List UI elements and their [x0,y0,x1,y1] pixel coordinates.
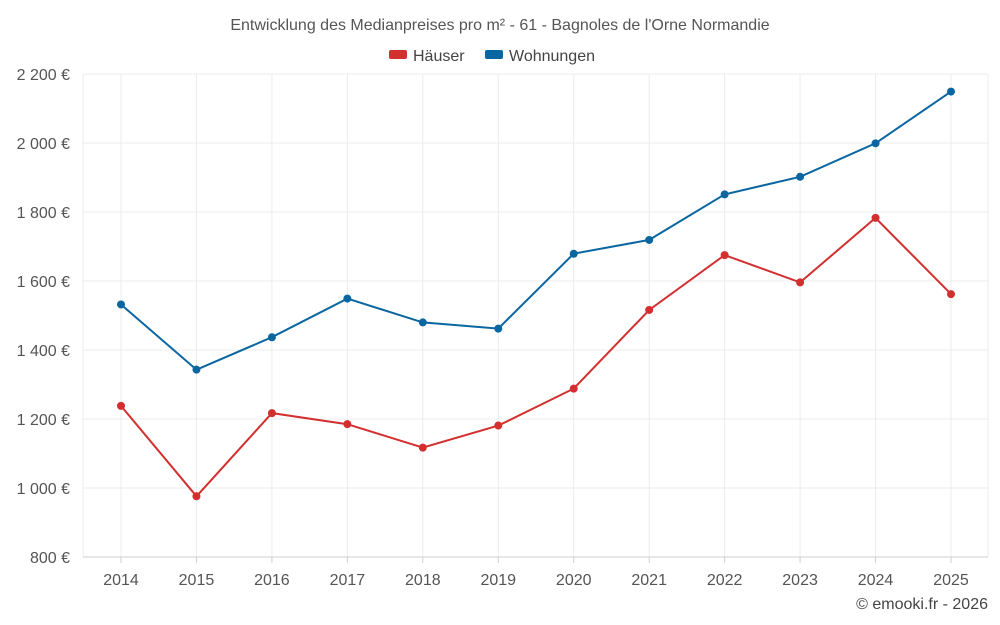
x-tick-label: 2024 [858,572,894,589]
x-tick-label: 2020 [556,572,592,589]
legend-swatch [389,50,407,59]
data-point-wohnungen[interactable] [192,365,201,374]
y-tick-label: 1 200 € [17,412,70,429]
data-point-haeuser[interactable] [192,492,201,501]
series-haeuser [117,213,955,501]
x-tick-label: 2014 [103,572,139,589]
data-point-wohnungen[interactable] [947,87,955,96]
x-axis: 2014 2015 2016 2017 2018 2019 2020 2021 2022 2023… [83,556,988,589]
series-line-haeuser [120,216,952,498]
data-point-wohnungen[interactable] [267,333,276,342]
x-tick-label: 2018 [405,572,441,589]
x-tick-label: 2021 [631,572,667,589]
y-tick-label: 2 000 € [17,136,70,153]
data-point-wohnungen[interactable] [720,190,729,199]
x-tick-label: 2025 [933,572,969,589]
legend[interactable]: Häuser Wohnungen [389,48,595,65]
gridlines [82,73,989,557]
x-tick-label: 2017 [330,572,366,589]
y-tick-label: 1 400 € [17,343,70,360]
legend-item-wohnungen[interactable]: Wohnungen [485,48,595,65]
y-tick-label: 2 200 € [17,67,70,84]
data-point-wohnungen[interactable] [796,172,805,181]
data-point-haeuser[interactable] [569,384,578,393]
data-point-haeuser[interactable] [117,401,125,410]
credit-text: © emooki.fr - 2026 [856,596,988,613]
legend-swatch [485,50,503,59]
y-tick-label: 1 600 € [17,274,70,291]
legend-label: Häuser [413,48,465,65]
series-layer [117,87,955,501]
data-point-wohnungen[interactable] [569,249,578,258]
chart-title: Entwicklung des Medianpreises pro m² - 6… [230,17,769,34]
data-point-wohnungen[interactable] [117,300,125,309]
data-point-wohnungen[interactable] [494,324,503,333]
x-tick-label: 2023 [782,572,818,589]
data-point-haeuser[interactable] [494,421,503,430]
data-point-wohnungen[interactable] [871,139,880,148]
legend-item-haeuser[interactable]: Häuser [389,48,465,65]
y-tick-label: 1 000 € [17,481,70,498]
series-wohnungen [117,87,955,374]
data-point-haeuser[interactable] [418,443,427,452]
x-tick-label: 2022 [707,572,743,589]
data-point-haeuser[interactable] [796,278,805,287]
x-tick-label: 2019 [480,572,516,589]
x-tick-label: 2015 [179,572,215,589]
data-point-wohnungen[interactable] [645,235,654,244]
data-point-haeuser[interactable] [720,251,729,260]
data-point-haeuser[interactable] [343,420,352,429]
data-point-wohnungen[interactable] [418,318,427,327]
data-point-haeuser[interactable] [645,305,654,314]
data-point-haeuser[interactable] [871,213,880,222]
data-point-haeuser[interactable] [947,290,955,299]
legend-label: Wohnungen [509,48,595,65]
x-tick-label: 2016 [254,572,290,589]
data-point-haeuser[interactable] [267,409,276,418]
y-tick-label: 800 € [30,550,70,567]
y-tick-label: 1 800 € [17,205,70,222]
data-point-wohnungen[interactable] [343,294,352,303]
series-line-wohnungen [120,90,952,371]
y-axis: 800 € 1 000 € 1 200 € 1 400 € 1 600 € 1 800 €… [17,67,70,567]
